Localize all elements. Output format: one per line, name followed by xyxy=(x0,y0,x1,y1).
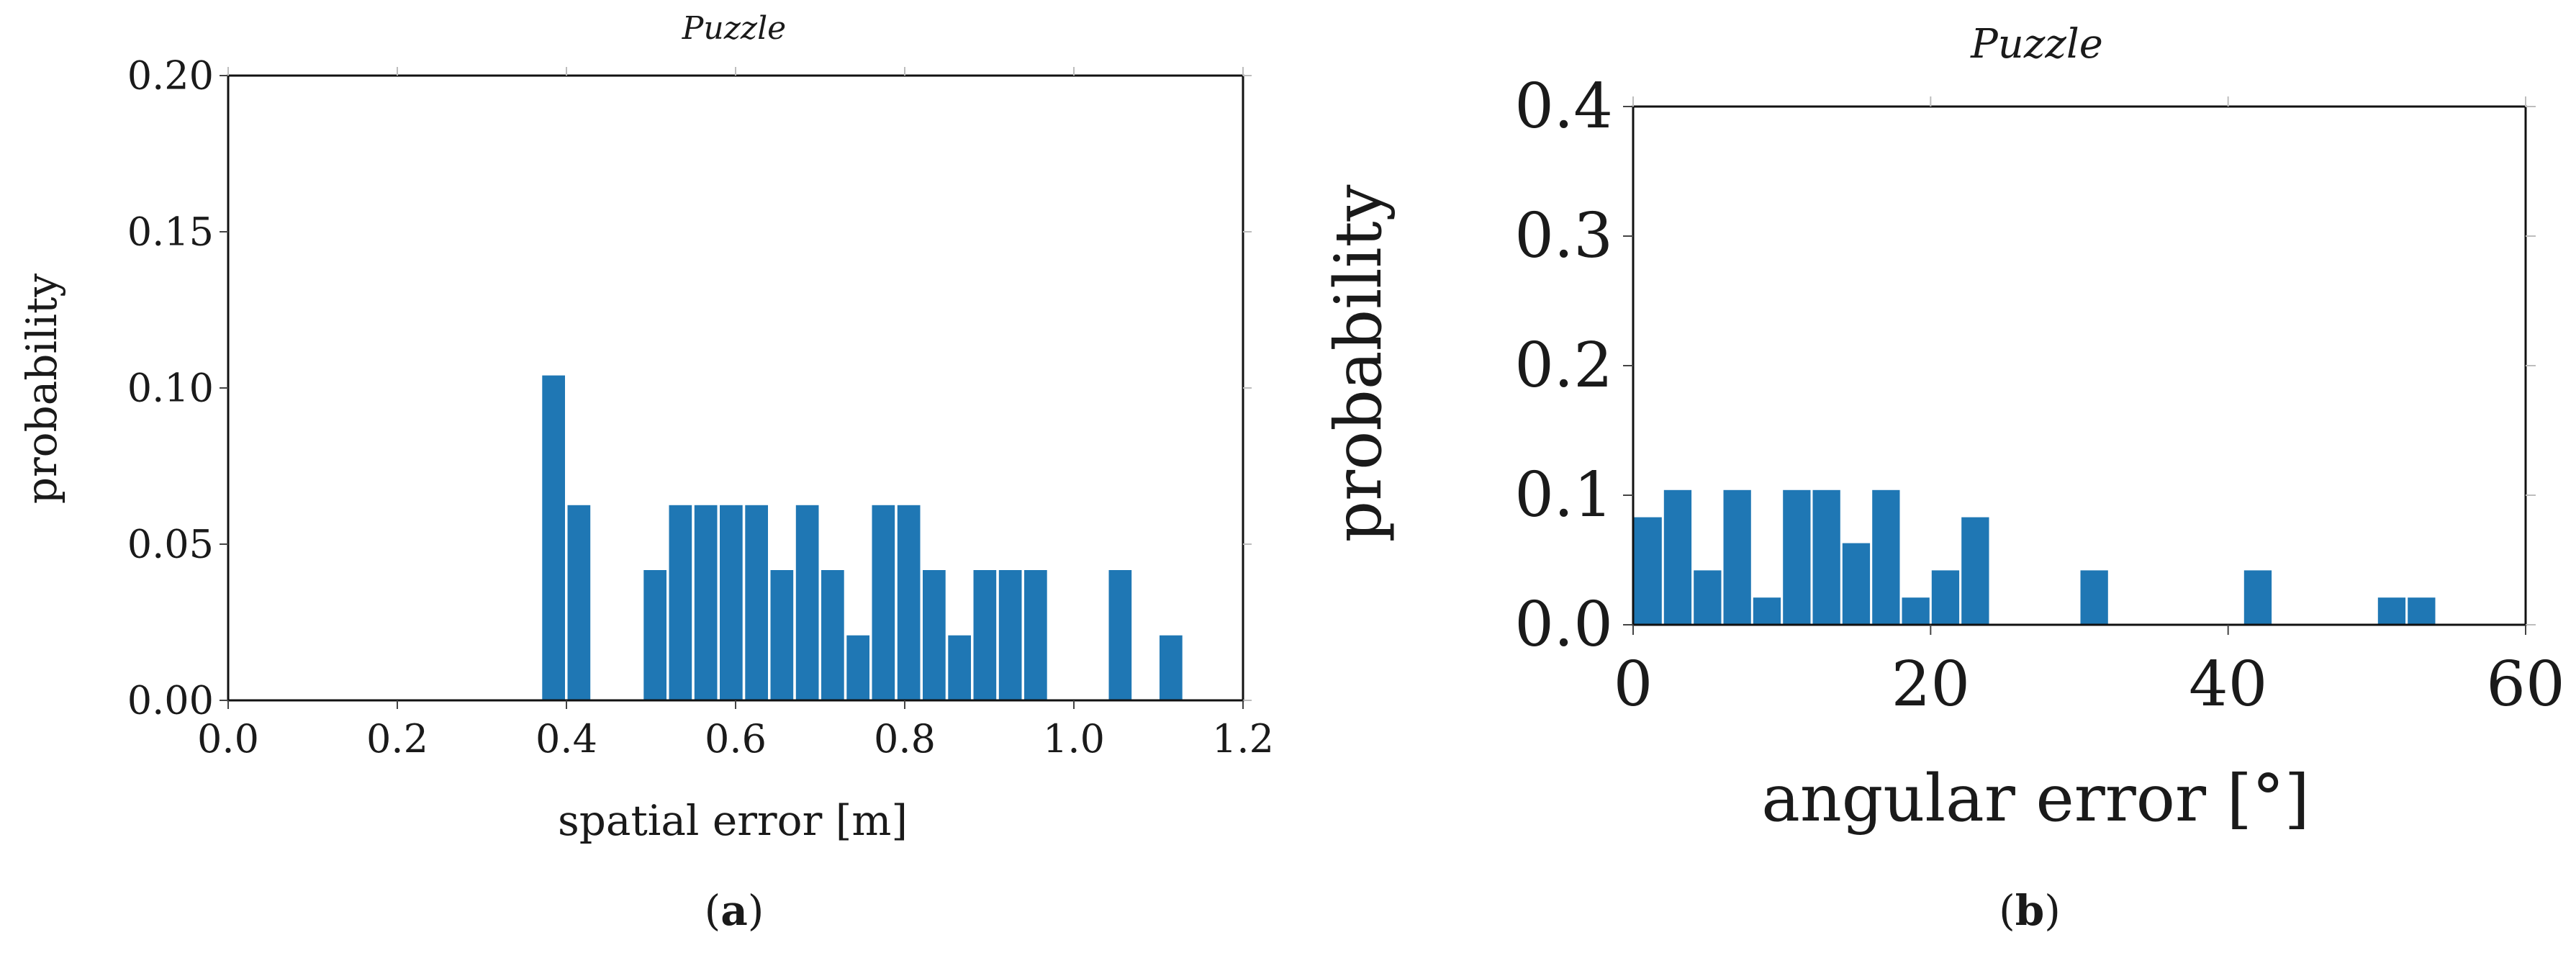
chart-a-bar-8 xyxy=(795,505,819,701)
chart-a-x-tick-label: 0.4 xyxy=(535,716,597,762)
chart-a-y-tick-label: 0.05 xyxy=(127,522,214,567)
chart-a-bar-1 xyxy=(567,505,591,701)
chart-b-bars xyxy=(1634,489,2436,625)
chart-b-bar-12 xyxy=(2080,570,2108,625)
chart-b-bar-0 xyxy=(1634,517,1662,625)
chart-a-bars xyxy=(542,375,1183,701)
chart-a-x-tick-label: 0.2 xyxy=(366,716,428,762)
chart-b-bar-7 xyxy=(1842,543,1871,625)
chart-a-bar-2 xyxy=(643,570,666,700)
chart-a-y-axis: 0.00 0.05 0.10 0.15 0.20 xyxy=(127,53,1252,723)
chart-b-bar-9 xyxy=(1902,597,1930,625)
chart-b-x-axis: 0 20 40 60 xyxy=(1614,96,2565,721)
chart-b-bar-5 xyxy=(1783,489,1811,625)
chart-a-x-axis-label: spatial error [m] xyxy=(558,796,908,845)
chart-b-x-tick-label: 20 xyxy=(1892,649,1970,721)
chart-b-bar-8 xyxy=(1872,489,1900,625)
chart-a-y-tick-label: 0.15 xyxy=(127,209,214,255)
chart-a-bar-17 xyxy=(1024,570,1047,700)
chart-a-bar-4 xyxy=(694,505,718,701)
chart-a-bar-3 xyxy=(669,505,692,701)
chart-a-bar-0 xyxy=(542,375,565,700)
chart-a-x-tick-label: 0.0 xyxy=(197,716,259,762)
chart-a-bar-13 xyxy=(923,570,946,700)
chart-b-y-axis: 0.0 0.1 0.2 0.3 0.4 xyxy=(1514,71,2536,661)
chart-b-y-tick-label: 0.2 xyxy=(1514,330,1613,402)
chart-a-x-tick-label: 1.0 xyxy=(1043,716,1105,762)
chart-panel-a: Puzzle 0.00 0.05 0.10 0.15 0.20 0.0 0.2 0.4 0.6… xyxy=(17,10,1274,935)
chart-a-bar-15 xyxy=(973,570,997,700)
chart-a-x-tick-label: 1.2 xyxy=(1212,716,1274,762)
chart-b-bar-15 xyxy=(2408,597,2436,625)
chart-a-bar-18 xyxy=(1108,570,1132,700)
chart-a-bar-9 xyxy=(821,570,844,700)
chart-a-bar-11 xyxy=(872,505,895,701)
chart-b-bar-3 xyxy=(1723,489,1751,625)
chart-b-x-tick-label: 40 xyxy=(2189,649,2267,721)
chart-a-bar-10 xyxy=(846,635,869,700)
chart-a-title: Puzzle xyxy=(682,10,786,47)
chart-b-bar-1 xyxy=(1663,489,1692,625)
chart-b-plot-frame xyxy=(1632,105,2527,626)
chart-a-panel-label: (a) xyxy=(705,886,764,935)
chart-a-y-tick-label: 0.00 xyxy=(127,678,214,723)
chart-a-x-tick-label: 0.6 xyxy=(705,716,767,762)
chart-a-bar-16 xyxy=(998,570,1022,700)
chart-b-y-tick-label: 0.4 xyxy=(1514,71,1613,143)
chart-b-y-tick-label: 0.3 xyxy=(1514,200,1613,272)
chart-a-y-axis-label: probability xyxy=(17,274,66,505)
chart-b-bar-6 xyxy=(1812,489,1840,625)
chart-a-x-axis: 0.0 0.2 0.4 0.6 0.8 1.0 1.2 xyxy=(197,67,1274,762)
chart-a-y-tick-label: 0.20 xyxy=(127,53,214,99)
chart-b-title: Puzzle xyxy=(1970,21,2103,68)
chart-b-panel-label: (b) xyxy=(1999,886,2061,935)
chart-b-bar-13 xyxy=(2243,570,2272,625)
chart-a-bar-12 xyxy=(897,505,921,701)
chart-b-y-axis-label: probability xyxy=(1321,184,1396,542)
chart-a-bar-14 xyxy=(948,635,971,700)
chart-a-bar-7 xyxy=(770,570,794,700)
chart-a-x-tick-label: 0.8 xyxy=(874,716,936,762)
chart-b-x-axis-label: angular error [°] xyxy=(1761,761,2310,836)
chart-b-y-tick-label: 0.1 xyxy=(1514,459,1613,531)
chart-b-bar-2 xyxy=(1694,570,1722,625)
chart-a-bar-6 xyxy=(745,505,768,701)
chart-panel-b: Puzzle 0.0 0.1 0.2 0.3 0.4 0 20 40 60 angular e… xyxy=(1321,21,2565,935)
chart-b-bar-11 xyxy=(1961,517,1989,625)
chart-b-x-tick-label: 60 xyxy=(2486,649,2564,721)
chart-a-y-tick-label: 0.10 xyxy=(127,366,214,411)
chart-b-y-tick-label: 0.0 xyxy=(1514,589,1613,661)
chart-a-bar-19 xyxy=(1160,635,1183,700)
chart-b-bar-10 xyxy=(1931,570,1960,625)
chart-b-x-tick-label: 0 xyxy=(1614,649,1653,721)
chart-b-bar-4 xyxy=(1753,597,1781,625)
chart-a-bar-5 xyxy=(720,505,743,701)
chart-b-bar-14 xyxy=(2377,597,2406,625)
